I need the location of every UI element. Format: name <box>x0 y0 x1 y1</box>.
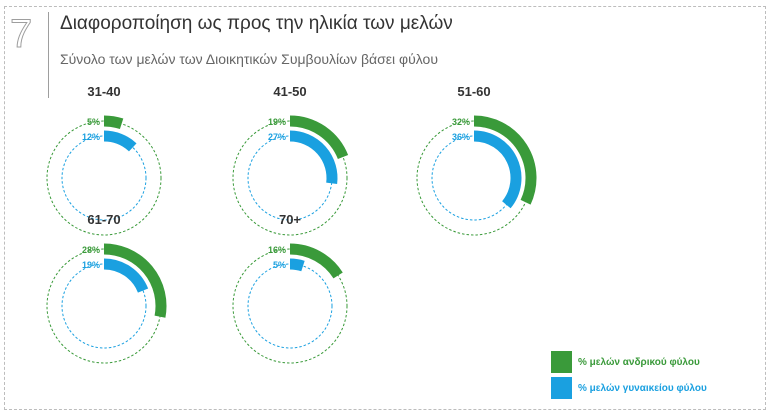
male-value-label: 28% <box>82 245 100 255</box>
inner-ring-guide <box>61 263 147 349</box>
male-value-label: 5% <box>87 117 100 127</box>
legend-label-male: % μελών ανδρικού φύλου <box>578 356 700 368</box>
legend-label-female: % μελών γυναικείου φύλου <box>578 382 707 394</box>
female-arc <box>103 258 149 293</box>
male-arc <box>289 115 349 160</box>
group-label: 41-50 <box>273 84 306 99</box>
female-arc <box>473 130 522 209</box>
group-label: 31-40 <box>87 84 120 99</box>
outer-ring-guide <box>232 120 348 236</box>
male-arc <box>473 115 537 205</box>
section-number: 7 <box>9 12 33 56</box>
outer-ring-guide <box>232 248 348 364</box>
female-arc <box>289 130 338 184</box>
inner-ring-guide <box>247 263 333 349</box>
page-title: Διαφοροποίηση ως προς την ηλικία των μελ… <box>60 13 453 34</box>
female-value-label: 12% <box>82 132 100 142</box>
male-value-label: 16% <box>268 245 286 255</box>
female-arc <box>289 258 305 272</box>
group-label: 51-60 <box>457 84 490 99</box>
legend-swatch-female <box>551 377 572 399</box>
female-value-label: 19% <box>82 260 100 270</box>
outer-ring-guide <box>46 120 162 236</box>
group-label: 61-70 <box>87 212 120 227</box>
inner-ring-guide <box>61 135 147 221</box>
male-value-label: 19% <box>268 117 286 127</box>
legend-item-male: % μελών ανδρικού φύλου <box>551 351 700 373</box>
female-value-label: 5% <box>273 260 286 270</box>
male-arc <box>103 115 124 130</box>
legend-item-female: % μελών γυναικείου φύλου <box>551 377 707 399</box>
female-value-label: 36% <box>452 132 470 142</box>
group-label: 70+ <box>279 212 301 227</box>
male-value-label: 32% <box>452 117 470 127</box>
female-arc <box>103 130 137 152</box>
header-divider <box>48 12 49 98</box>
page-subtitle: Σύνολο των μελών των Διοικητικών Συμβουλ… <box>60 51 438 67</box>
legend-swatch-male <box>551 351 572 373</box>
female-value-label: 27% <box>268 132 286 142</box>
male-arc <box>103 243 167 318</box>
chart-frame <box>4 6 766 410</box>
male-arc <box>289 243 343 279</box>
